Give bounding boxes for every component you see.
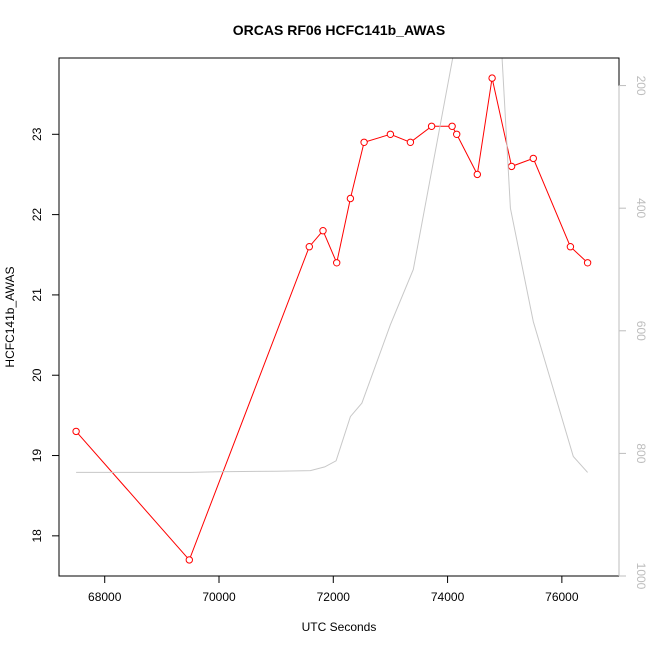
data-point xyxy=(305,243,313,251)
x-tick-label: 74000 xyxy=(431,590,465,604)
axes-layer: 68000 70000 72000 74000 76000 18 19 20 21 22 23 200… xyxy=(30,57,648,604)
series-layer xyxy=(72,58,592,564)
data-point xyxy=(529,154,537,163)
x-tick-label: 76000 xyxy=(545,590,579,604)
y-axis-right: 200 400 600 800 1000 xyxy=(618,76,648,590)
data-point xyxy=(386,130,395,139)
data-point xyxy=(346,194,355,203)
chart-title: ORCAS RF06 HCFC141b_AWAS xyxy=(233,22,445,38)
x-tick-label: 70000 xyxy=(202,590,236,604)
series-0-line xyxy=(75,77,588,561)
x-tick-label: 72000 xyxy=(317,590,351,604)
data-point xyxy=(566,243,575,251)
y2-tick-label: 200 xyxy=(634,76,648,96)
y2-tick-label: 400 xyxy=(634,198,648,218)
data-point xyxy=(406,138,415,147)
data-point xyxy=(488,74,496,82)
data-point xyxy=(507,162,516,171)
data-point xyxy=(319,227,327,235)
y-tick-label: 18 xyxy=(30,529,44,543)
series-1 xyxy=(76,58,588,473)
y-tick-label: 20 xyxy=(30,368,44,382)
data-point xyxy=(453,130,461,139)
y2-tick-label: 1000 xyxy=(634,563,648,590)
data-point xyxy=(583,259,592,267)
x-axis: 68000 70000 72000 74000 76000 xyxy=(88,575,579,604)
y2-tick-label: 600 xyxy=(634,321,648,341)
data-point xyxy=(72,427,80,436)
y-tick-label: 19 xyxy=(30,449,44,463)
data-point xyxy=(448,122,456,131)
data-point xyxy=(427,122,436,131)
y-axis-left: 18 19 20 21 22 23 xyxy=(30,127,60,543)
y2-tick-label: 800 xyxy=(634,443,648,463)
y-tick-label: 22 xyxy=(30,208,44,222)
data-point xyxy=(360,138,368,147)
y-tick-label: 23 xyxy=(30,127,44,141)
y-axis-label: HCFC141b_AWAS xyxy=(3,266,17,367)
data-point xyxy=(333,259,341,267)
x-axis-label: UTC Seconds xyxy=(302,620,377,634)
plot-frame xyxy=(58,57,620,577)
data-point xyxy=(473,170,481,179)
x-tick-label: 68000 xyxy=(88,590,122,604)
data-point xyxy=(185,556,194,564)
series-0 xyxy=(72,74,592,564)
y-tick-label: 21 xyxy=(30,288,44,302)
series-1-line xyxy=(76,58,588,473)
